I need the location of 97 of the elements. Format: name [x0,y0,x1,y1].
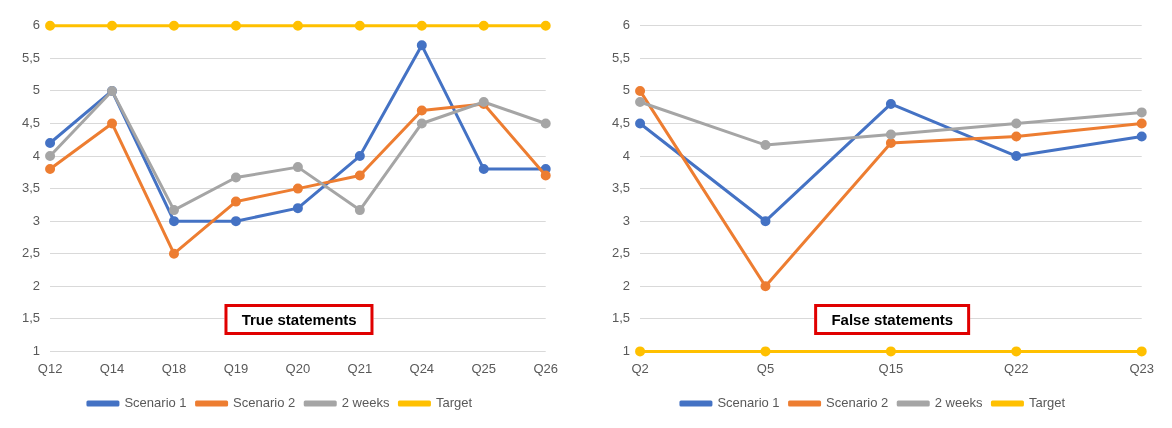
point [540,20,551,31]
point [635,85,646,96]
x-tick-label: Q19 [223,360,249,376]
point [760,139,771,150]
point [760,216,771,227]
point [416,40,427,51]
point [230,172,241,183]
point [45,164,56,175]
x-tick-label: Q24 [409,360,435,376]
legend-label: Scenario 1 [124,395,187,411]
y-tick-label: 1 [622,342,631,358]
y-tick-label: 5 [32,82,41,98]
x-tick-label: Q25 [471,360,497,376]
y-tick-label: 2 [622,277,631,293]
y-tick-label: 4,5 [21,115,41,131]
point [107,118,118,129]
point [478,164,489,175]
point [168,248,179,259]
legend-label: Target [1028,395,1066,411]
point [478,20,489,31]
legend-label: Target [435,395,473,411]
point [292,203,303,214]
x-tick-label: Q21 [347,360,373,376]
point [416,20,427,31]
point [885,129,896,140]
point [230,20,241,31]
point [1011,346,1022,357]
legend-label: 2 weeks [341,395,390,411]
point [416,105,427,116]
y-tick-label: 1,5 [21,310,41,326]
y-tick-label: 4 [622,147,631,163]
legend-label: Scenario 2 [826,395,889,411]
annotation: False statements [814,304,971,335]
point [635,96,646,107]
y-tick-label: 4 [32,147,41,163]
point [45,151,56,162]
y-tick-label: 3 [32,212,41,228]
point [540,170,551,181]
x-tick-label: Q5 [756,360,775,376]
x-tick-label: Q22 [1004,360,1029,376]
point [168,20,179,31]
point [354,170,365,181]
point [760,346,771,357]
point [354,205,365,216]
point [292,183,303,194]
y-tick-label: 5 [622,82,631,98]
y-tick-label: 3,5 [611,180,631,196]
point [292,162,303,173]
point [416,118,427,129]
legend-label: 2 weeks [934,395,983,411]
x-tick-label: Q2 [631,360,649,376]
y-tick-label: 2,5 [611,245,631,261]
y-tick-label: 1,5 [611,310,631,326]
point [635,346,646,357]
y-tick-label: 5,5 [21,49,41,65]
point [1011,118,1022,129]
point [107,20,118,31]
point [885,138,896,149]
y-tick-label: 2,5 [21,245,41,261]
y-tick-label: 3,5 [21,180,41,196]
point [45,20,56,31]
point [1136,118,1147,129]
x-tick-label: Q20 [285,360,311,376]
y-tick-label: 6 [622,17,631,33]
point [354,151,365,162]
y-tick-label: 6 [32,17,41,33]
point [1136,107,1147,118]
point [230,196,241,207]
point [45,138,56,149]
x-tick-label: Q14 [99,360,125,376]
point [760,281,771,292]
point [354,20,365,31]
point [885,98,896,109]
legend-label: Scenario 1 [717,395,780,411]
point [1011,131,1022,142]
point [635,118,646,129]
x-tick-label: Q18 [161,360,187,376]
point [168,216,179,227]
point [230,216,241,227]
x-tick-label: Q26 [533,360,558,376]
x-tick-label: Q15 [878,360,904,376]
y-tick-label: 2 [32,277,41,293]
point [292,20,303,31]
point [168,205,179,216]
legend-label: Scenario 2 [233,395,296,411]
point [540,118,551,129]
point [1011,151,1022,162]
x-tick-label: Q23 [1129,360,1154,376]
x-tick-label: Q12 [37,360,63,376]
y-tick-label: 3 [622,212,631,228]
annotation: True statements [224,304,374,335]
point [885,346,896,357]
point [1136,131,1147,142]
y-tick-label: 5,5 [611,49,631,65]
y-tick-label: 1 [32,342,41,358]
point [1136,346,1147,357]
y-tick-label: 4,5 [611,115,631,131]
